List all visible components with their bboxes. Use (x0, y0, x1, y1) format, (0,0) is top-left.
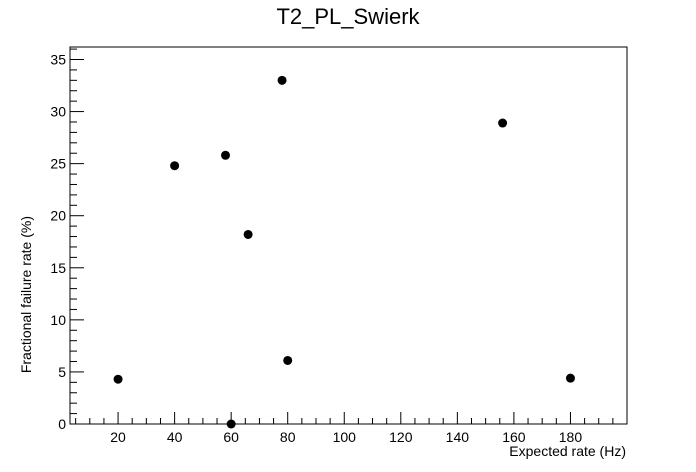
y-tick-label: 20 (50, 208, 66, 224)
y-tick-label: 35 (50, 51, 66, 67)
y-tick-label: 25 (50, 156, 66, 172)
data-point (113, 374, 123, 384)
y-tick-label: 5 (58, 364, 66, 380)
data-point (226, 419, 236, 429)
x-tick-label: 80 (280, 429, 296, 445)
x-tick-label: 120 (389, 429, 413, 445)
x-tick-label: 20 (110, 429, 126, 445)
data-point (221, 150, 231, 160)
y-tick-label: 10 (50, 312, 66, 328)
x-tick-label: 100 (333, 429, 357, 445)
y-tick-label: 0 (58, 416, 66, 432)
x-tick-label: 160 (502, 429, 526, 445)
x-tick-label: 180 (559, 429, 583, 445)
x-tick-label: 140 (446, 429, 470, 445)
y-axis: 0 5 10 15 20 25 30 35 (50, 48, 84, 432)
data-point (170, 161, 180, 171)
data-point (277, 75, 287, 85)
plot-frame (69, 46, 628, 425)
chart-title: T2_PL_Swierk (276, 4, 420, 29)
y-axis-label: Fractional failure rate (%) (18, 216, 34, 373)
data-point (498, 118, 508, 128)
data-point (243, 229, 253, 239)
data-point (283, 355, 293, 365)
y-tick-label: 30 (50, 104, 66, 120)
x-tick-label: 60 (223, 429, 239, 445)
data-points (113, 75, 575, 429)
data-point (565, 373, 575, 383)
y-tick-label: 15 (50, 260, 66, 276)
x-tick-label: 40 (167, 429, 183, 445)
x-axis-label: Expected rate (Hz) (509, 443, 626, 459)
x-axis: 20 40 60 80 100 120 140 160 180 (75, 412, 628, 445)
